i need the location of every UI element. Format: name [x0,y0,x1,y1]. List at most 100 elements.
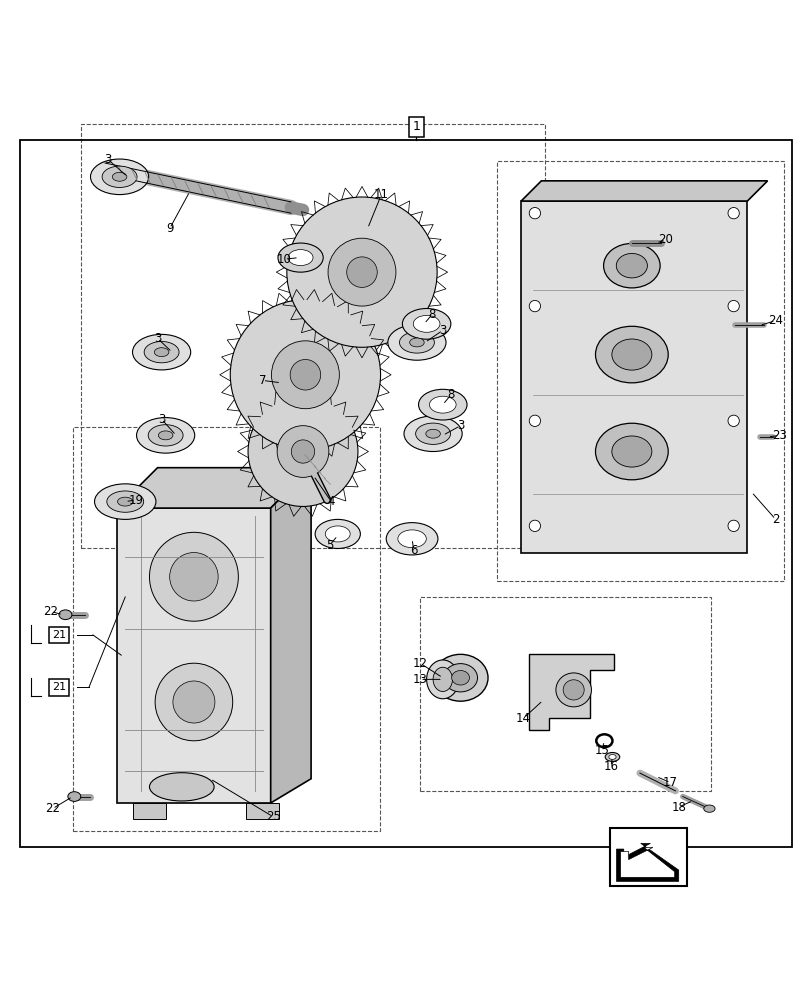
Polygon shape [621,847,675,877]
Circle shape [155,663,233,741]
Text: 21: 21 [52,630,66,640]
Text: 18: 18 [671,801,686,814]
Circle shape [728,415,739,426]
Text: 3: 3 [457,419,465,432]
Ellipse shape [609,755,617,759]
Ellipse shape [433,654,488,701]
Circle shape [529,208,541,219]
Text: 9: 9 [166,222,174,235]
Circle shape [287,197,437,347]
Ellipse shape [315,519,360,548]
Text: 4: 4 [327,495,335,508]
Polygon shape [246,803,279,819]
Ellipse shape [427,660,459,699]
Circle shape [328,238,396,306]
Circle shape [347,257,377,287]
Text: 21: 21 [52,682,66,692]
Ellipse shape [90,159,149,195]
Ellipse shape [388,325,446,360]
Ellipse shape [133,334,191,370]
Ellipse shape [563,680,584,700]
Ellipse shape [398,530,427,548]
Text: 8: 8 [428,308,436,321]
Text: 3: 3 [154,332,162,345]
Ellipse shape [154,348,169,357]
Ellipse shape [59,610,72,620]
Text: 2: 2 [772,513,780,526]
Ellipse shape [595,423,668,480]
Ellipse shape [419,389,467,420]
Text: 3: 3 [158,413,166,426]
Circle shape [271,341,339,409]
Ellipse shape [107,491,144,512]
Ellipse shape [430,396,457,413]
Text: 19: 19 [128,493,143,506]
Circle shape [529,300,541,312]
Text: 25: 25 [266,810,280,823]
Ellipse shape [704,805,715,812]
Ellipse shape [595,326,668,383]
Ellipse shape [426,429,440,438]
Bar [81,124,545,548]
Text: 6: 6 [410,544,418,557]
Text: 23: 23 [772,429,787,442]
Ellipse shape [612,339,652,370]
Ellipse shape [415,423,451,444]
Text: 3: 3 [103,153,112,166]
Circle shape [149,532,238,621]
Ellipse shape [148,425,183,446]
Circle shape [529,520,541,532]
Bar [73,427,380,831]
Ellipse shape [112,172,127,181]
Ellipse shape [604,243,660,288]
Bar [20,140,792,847]
Text: 16: 16 [604,760,618,773]
Ellipse shape [117,497,133,506]
Ellipse shape [278,243,323,272]
Circle shape [728,520,739,532]
Ellipse shape [95,484,156,519]
Circle shape [248,397,358,506]
Text: 10: 10 [277,253,292,266]
Circle shape [728,208,739,219]
Ellipse shape [605,753,620,761]
Text: 13: 13 [413,673,427,686]
Circle shape [292,440,314,463]
Ellipse shape [410,338,424,347]
Polygon shape [271,468,311,803]
Text: 24: 24 [768,314,783,327]
Text: 14: 14 [516,712,531,725]
Text: 5: 5 [326,539,334,552]
Text: 7: 7 [259,374,267,387]
Polygon shape [617,843,679,881]
Text: 1: 1 [412,120,420,133]
Text: 22: 22 [44,605,58,618]
Text: 12: 12 [413,657,427,670]
Circle shape [529,415,541,426]
Polygon shape [521,181,768,201]
Ellipse shape [402,309,451,339]
Polygon shape [117,468,311,508]
Ellipse shape [326,526,350,542]
Ellipse shape [102,166,137,187]
Ellipse shape [433,667,452,691]
Bar [497,161,784,581]
Ellipse shape [414,315,440,332]
Ellipse shape [68,792,81,801]
Circle shape [728,300,739,312]
Circle shape [277,426,329,477]
Circle shape [170,553,218,601]
Ellipse shape [137,418,195,453]
Text: 17: 17 [663,776,678,789]
Circle shape [290,359,321,390]
Ellipse shape [144,341,179,363]
Ellipse shape [158,431,173,440]
Ellipse shape [149,773,214,801]
Ellipse shape [404,416,462,452]
Ellipse shape [386,523,438,555]
Ellipse shape [444,664,478,692]
Bar [420,597,711,791]
Polygon shape [529,654,614,730]
Ellipse shape [612,436,652,467]
Ellipse shape [452,670,469,685]
